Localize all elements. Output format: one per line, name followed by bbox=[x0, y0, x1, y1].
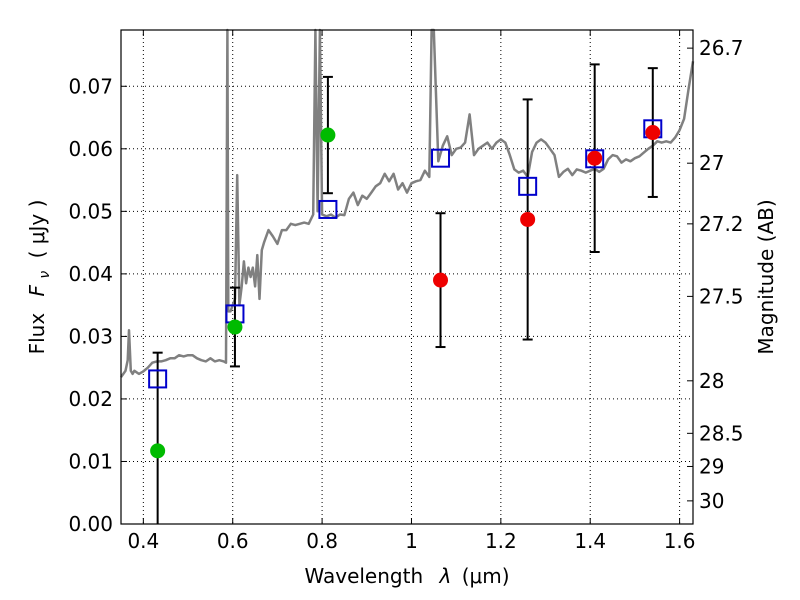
photometry-point bbox=[320, 127, 336, 143]
y-tick-label: 0.00 bbox=[68, 512, 113, 536]
y2-tick-label: 27.2 bbox=[699, 212, 744, 236]
model-spectrum-line bbox=[119, 28, 695, 378]
y-tick-label: 0.03 bbox=[68, 324, 113, 348]
model-photometry-square bbox=[431, 148, 451, 168]
y2-tick-label: 28.5 bbox=[699, 421, 744, 445]
x-tick-label: 1 bbox=[405, 529, 418, 553]
y-tick-label: 0.02 bbox=[68, 387, 113, 411]
y-tick-label: 0.07 bbox=[68, 74, 113, 98]
x-tick-label: 1.2 bbox=[485, 529, 517, 553]
x-tick-label: 1.4 bbox=[574, 529, 606, 553]
y-axis-label-subscript: ν bbox=[37, 271, 53, 279]
plot-frame bbox=[120, 29, 694, 525]
photometry-point bbox=[227, 319, 243, 335]
photometry-point bbox=[587, 150, 603, 166]
y-axis-label-symbol: F bbox=[25, 284, 49, 296]
x-axis-label: Wavelength λ (μm) bbox=[304, 564, 509, 588]
model-spectrum bbox=[119, 28, 695, 378]
photometry-point bbox=[150, 443, 166, 459]
y2-tick-label: 30 bbox=[699, 489, 724, 513]
y2-tick-label: 28 bbox=[699, 369, 724, 393]
y2-axis-label: Magnitude (AB) bbox=[754, 199, 778, 354]
x-axis-label-unit: (μm) bbox=[462, 564, 510, 588]
x-tick-label: 1.6 bbox=[664, 529, 696, 553]
model-photometry-square bbox=[518, 176, 538, 196]
y2-tick-label: 26.7 bbox=[699, 36, 744, 60]
photometry-point bbox=[520, 211, 536, 227]
x-tick-label: 0.8 bbox=[306, 529, 338, 553]
x-axis-label-prefix: Wavelength bbox=[304, 564, 423, 588]
y2-tick-label: 27 bbox=[699, 151, 724, 175]
model-photometry-square bbox=[318, 199, 338, 219]
photometry-point bbox=[645, 125, 661, 141]
y2-tick-label: 29 bbox=[699, 454, 724, 478]
axis-ticks: 0.4 0.6 0.8 1 1.2 1.4 1.6 0.00 0.01 0.02 0.03 0.04 0… bbox=[68, 30, 744, 553]
y-axis-label: Flux F ν ( μJy ) bbox=[25, 200, 54, 355]
x-tick-label: 0.4 bbox=[127, 529, 159, 553]
y2-tick-label: 27.5 bbox=[699, 284, 744, 308]
y-axis-label-unit: ( μJy ) bbox=[25, 200, 49, 259]
model-photometry-square bbox=[148, 369, 168, 389]
model-photometry-square bbox=[585, 149, 605, 169]
y-tick-label: 0.06 bbox=[68, 137, 113, 161]
photometry-point bbox=[433, 272, 449, 288]
x-axis-label-symbol: λ bbox=[439, 564, 452, 588]
y-tick-label: 0.01 bbox=[68, 449, 113, 473]
y-axis-label-prefix: Flux bbox=[25, 313, 49, 355]
data-points bbox=[148, 119, 663, 459]
plot-background bbox=[121, 30, 693, 524]
y-tick-label: 0.04 bbox=[68, 262, 113, 286]
x-tick-label: 0.6 bbox=[217, 529, 249, 553]
y-tick-label: 0.05 bbox=[68, 199, 113, 223]
grid-lines bbox=[121, 30, 693, 524]
